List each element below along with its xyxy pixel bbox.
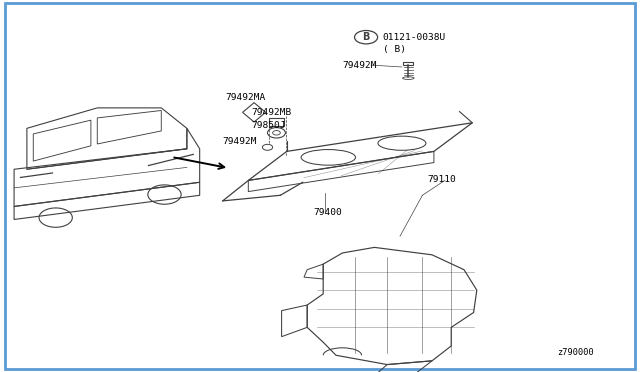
Text: 79492M: 79492M — [342, 61, 377, 70]
Text: 79492MB: 79492MB — [251, 108, 291, 117]
Text: z790000: z790000 — [557, 348, 593, 357]
Text: 79492M: 79492M — [223, 137, 257, 146]
Text: 79850J: 79850J — [251, 121, 285, 130]
Text: 79492MA: 79492MA — [225, 93, 266, 102]
Text: 79110: 79110 — [428, 175, 456, 184]
Text: 01121-0038U: 01121-0038U — [383, 33, 446, 42]
Text: B: B — [362, 32, 370, 42]
Text: ( B): ( B) — [383, 45, 406, 54]
Text: 79400: 79400 — [314, 208, 342, 217]
